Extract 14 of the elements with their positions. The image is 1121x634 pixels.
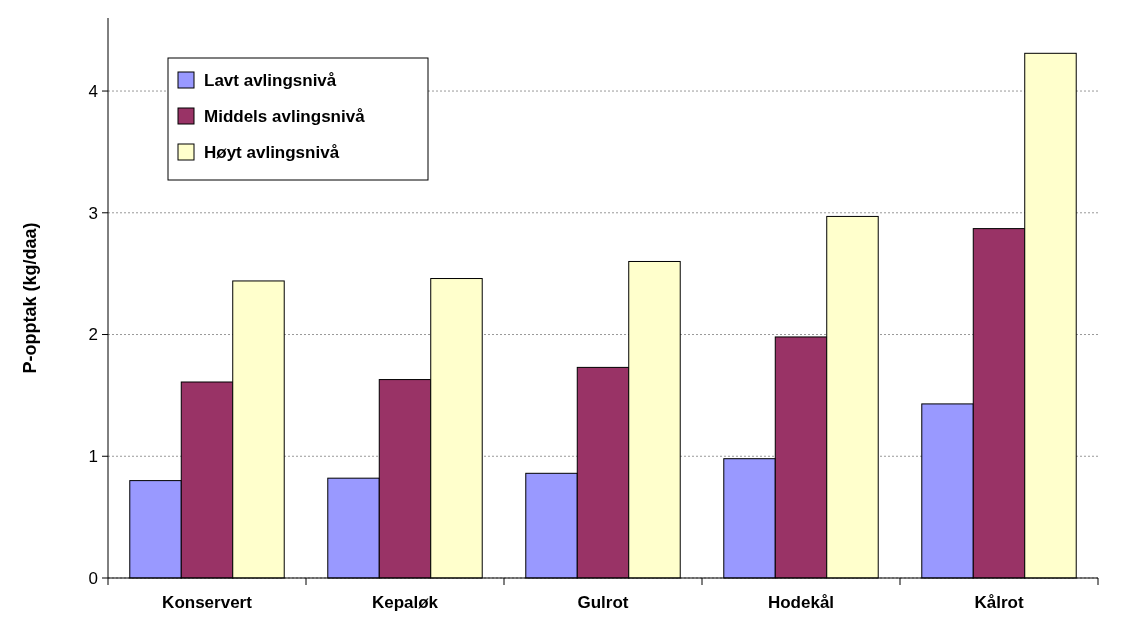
x-tick-label: Hodekål [767,593,835,612]
y-tick-label: 0 [88,568,98,588]
y-tick-label: 3 [88,203,98,223]
x-tick-label: Gulrot [577,593,629,612]
x-tick-label: Konservert [162,593,253,612]
y-tick-label: 1 [88,447,98,467]
legend-label: Lavt avlingsnivå [204,70,337,90]
x-tick-label: Kålrot [974,593,1024,612]
y-tick-label: 2 [88,325,98,345]
x-tick-label: Kepaløk [371,593,439,612]
legend-label: Høyt avlingsnivå [204,142,340,162]
y-tick-label: 4 [88,81,98,101]
legend-label: Middels avlingsnivå [204,106,366,126]
y-axis-title: P-opptak (kg/daa) [20,222,40,374]
